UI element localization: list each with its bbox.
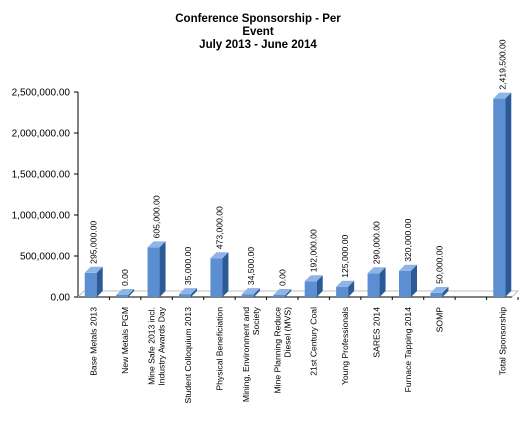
data-label: 2,419,500.00: [497, 39, 507, 89]
data-label: 50,000.00: [434, 245, 444, 283]
bar-top: [273, 289, 292, 295]
bar-front: [399, 270, 411, 297]
bar-top: [210, 252, 229, 259]
data-label: 295,000.00: [89, 221, 99, 264]
bar-front: [273, 295, 286, 297]
bar-front: [304, 281, 317, 297]
y-tick-label: 2,500,000.00: [12, 88, 71, 99]
bar-top: [493, 92, 512, 99]
category-label: SOMP: [434, 307, 444, 333]
bars: [84, 92, 512, 297]
bar: [147, 241, 166, 297]
bar: [179, 288, 197, 297]
data-label: 605,000.00: [152, 195, 162, 238]
bar: [273, 289, 292, 297]
category-label: Young Professionals: [340, 307, 350, 385]
data-labels: 295,000.00 0.00 605,000.00 35,000.00 473,000…: [89, 39, 508, 286]
bar-side: [96, 266, 103, 297]
data-label: 0.00: [277, 269, 287, 286]
bar-side: [348, 280, 355, 297]
bar-front: [147, 247, 160, 297]
bar-side: [159, 241, 166, 297]
category-label: New Metals PGM: [120, 307, 130, 374]
bar-top: [179, 288, 197, 295]
category-label: 21st Century Coal: [309, 307, 319, 376]
bar-side: [285, 289, 292, 297]
bar-side: [411, 264, 417, 297]
category-labels: Base Metals 2013 New Metals PGM Mine Safe …: [89, 306, 508, 403]
bar-front: [116, 295, 129, 297]
bar: [493, 92, 512, 297]
y-tick-label: 1,500,000.00: [12, 170, 71, 181]
data-label: 34,500.00: [246, 247, 256, 285]
bar-side: [191, 288, 197, 297]
bar: [116, 289, 135, 297]
data-label: 320,000.00: [403, 219, 413, 262]
chart-title-line-3: July 2013 - June 2014: [199, 39, 317, 51]
bar: [210, 252, 229, 297]
bar-front: [493, 98, 506, 297]
y-tick-label: 2,000,000.00: [12, 129, 71, 140]
bar-front: [84, 272, 97, 297]
category-label: Industry Awards Day: [157, 306, 167, 385]
bar-top: [241, 288, 260, 295]
category-label: Mine Planning Reduce: [272, 307, 282, 394]
bar-side: [253, 288, 260, 297]
category-label: Student Colloquium 2013: [183, 307, 193, 404]
bar-front: [367, 273, 380, 297]
category-label: SARES 2014: [372, 307, 382, 358]
data-label: 290,000.00: [372, 221, 382, 264]
category-label: Diesel (MVS): [282, 307, 292, 358]
bar-front: [210, 258, 223, 297]
bar: [336, 280, 355, 297]
y-tick-label: 1,000,000.00: [12, 211, 71, 222]
bar: [399, 264, 417, 297]
bar: [84, 266, 103, 297]
data-label: 192,000.00: [309, 229, 319, 272]
bar-top: [336, 280, 355, 287]
bar-front: [430, 292, 443, 297]
bar-side: [442, 286, 449, 297]
category-label: Physical Beneficiation: [214, 307, 224, 391]
chart-title-line-2: Event: [242, 26, 273, 38]
bar-side: [128, 289, 135, 297]
category-label: Mine Safe 2013 incl.: [147, 307, 157, 385]
bar-front: [336, 286, 349, 297]
bar-top: [84, 266, 103, 273]
bar: [430, 286, 449, 297]
bar-side: [316, 275, 323, 297]
category-label: Total Sponsorship: [497, 307, 507, 376]
bar-top: [367, 267, 386, 274]
data-label: 35,000.00: [183, 247, 193, 285]
data-label: 473,000.00: [214, 206, 224, 249]
bar-top: [116, 289, 135, 295]
bar-top: [147, 241, 166, 248]
bar-top: [399, 264, 417, 271]
bar: [367, 267, 386, 297]
bar-side: [222, 252, 229, 297]
bar-front: [179, 294, 191, 297]
category-label: Furnace Tapping 2014: [403, 307, 413, 393]
bar-top: [304, 275, 323, 282]
bar: [241, 288, 260, 297]
bar-side: [379, 267, 386, 297]
bar-side: [505, 92, 512, 297]
bar-front: [241, 294, 254, 297]
data-label: 125,000.00: [340, 235, 350, 278]
bar-top: [430, 286, 449, 293]
data-label: 0.00: [120, 269, 130, 286]
y-tick-label: 0.00: [51, 293, 71, 304]
bar: [304, 275, 323, 297]
category-label: Society: [251, 306, 261, 335]
category-label: Base Metals 2013: [89, 307, 99, 376]
floor-edge: [77, 290, 520, 298]
y-tick-label: 500,000.00: [20, 252, 70, 263]
category-label: Mining, Environment and: [241, 307, 251, 402]
chart-title-line-1: Conference Sponsorship - Per: [175, 13, 341, 25]
